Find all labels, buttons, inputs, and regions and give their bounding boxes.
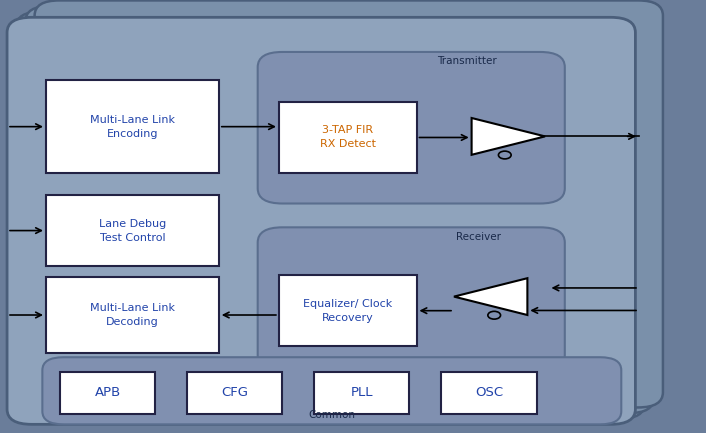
Bar bbox=[46, 80, 219, 173]
FancyBboxPatch shape bbox=[35, 0, 663, 407]
Text: Lane Debug
Test Control: Lane Debug Test Control bbox=[99, 219, 166, 242]
Bar bbox=[314, 372, 409, 414]
FancyBboxPatch shape bbox=[42, 357, 621, 424]
FancyBboxPatch shape bbox=[25, 6, 654, 413]
Text: Transmitter: Transmitter bbox=[436, 56, 496, 66]
Bar bbox=[46, 195, 219, 266]
Text: OSC: OSC bbox=[475, 386, 503, 400]
Text: Equalizer/ Clock
Recovery: Equalizer/ Clock Recovery bbox=[303, 299, 393, 323]
Bar bbox=[187, 372, 282, 414]
Text: Receiver: Receiver bbox=[456, 232, 501, 242]
Text: 3-TAP FIR
RX Detect: 3-TAP FIR RX Detect bbox=[320, 126, 376, 149]
Text: Multi-Lane Link
Encoding: Multi-Lane Link Encoding bbox=[90, 115, 175, 139]
Bar bbox=[279, 275, 417, 346]
Bar bbox=[441, 372, 537, 414]
FancyBboxPatch shape bbox=[258, 227, 565, 370]
Text: CFG: CFG bbox=[221, 386, 249, 400]
Bar bbox=[60, 372, 155, 414]
Text: Common: Common bbox=[309, 410, 355, 420]
FancyBboxPatch shape bbox=[258, 52, 565, 204]
Text: APB: APB bbox=[95, 386, 121, 400]
Bar bbox=[279, 102, 417, 173]
Polygon shape bbox=[454, 278, 527, 315]
FancyBboxPatch shape bbox=[7, 17, 635, 424]
FancyBboxPatch shape bbox=[16, 12, 645, 419]
Polygon shape bbox=[472, 118, 545, 155]
Bar bbox=[46, 277, 219, 353]
Text: PLL: PLL bbox=[351, 386, 373, 400]
Text: Multi-Lane Link
Decoding: Multi-Lane Link Decoding bbox=[90, 303, 175, 327]
